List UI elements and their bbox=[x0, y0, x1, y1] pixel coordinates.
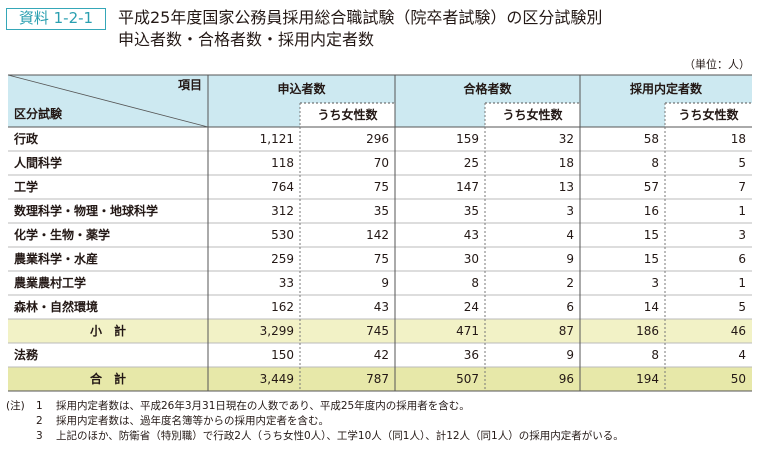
group-header: 採用内定者数 bbox=[629, 82, 702, 96]
note-text: 採用内定者数は、過年度名簿等からの採用内定者を含む。 bbox=[56, 415, 329, 427]
value-cell: 36 bbox=[463, 348, 479, 362]
value-cell: 471 bbox=[456, 324, 479, 338]
group-header: 合格者数 bbox=[463, 82, 512, 96]
value-cell: 24 bbox=[463, 300, 479, 314]
value-cell: 75 bbox=[373, 252, 389, 266]
value-cell: 194 bbox=[636, 372, 659, 386]
row-label: 農業科学・水産 bbox=[14, 252, 99, 266]
value-cell: 96 bbox=[558, 372, 574, 386]
value-cell: 745 bbox=[366, 324, 389, 338]
corner-bottom: 区分試験 bbox=[14, 107, 63, 121]
row-bg bbox=[8, 319, 752, 343]
value-cell: 4 bbox=[566, 228, 574, 242]
note-number: 1 bbox=[36, 400, 43, 412]
row-label: 人間科学 bbox=[14, 156, 63, 170]
value-cell: 18 bbox=[730, 132, 746, 146]
value-cell: 15 bbox=[643, 252, 659, 266]
note-text: 上記のほか、防衛省（特別職）で行政2人（うち女性0人）、工学10人（同1人）、計… bbox=[56, 430, 624, 442]
value-cell: 3,449 bbox=[259, 372, 294, 386]
value-cell: 50 bbox=[730, 372, 746, 386]
value-cell: 15 bbox=[643, 228, 659, 242]
value-cell: 25 bbox=[463, 156, 479, 170]
value-cell: 118 bbox=[271, 156, 294, 170]
value-cell: 9 bbox=[566, 348, 574, 362]
value-cell: 16 bbox=[643, 204, 659, 218]
note-text: 採用内定者数は、平成26年3月31日現在の人数であり、平成25年度内の採用者を含… bbox=[56, 400, 470, 412]
subheader: うち女性数 bbox=[485, 103, 580, 127]
value-cell: 35 bbox=[463, 204, 479, 218]
value-cell: 312 bbox=[271, 204, 294, 218]
value-cell: 787 bbox=[366, 372, 389, 386]
corner-top: 項目 bbox=[177, 78, 202, 92]
value-cell: 142 bbox=[366, 228, 389, 242]
value-cell: 9 bbox=[381, 276, 389, 290]
value-cell: 150 bbox=[271, 348, 294, 362]
value-cell: 2 bbox=[566, 276, 574, 290]
row-bg bbox=[8, 367, 752, 391]
value-cell: 75 bbox=[373, 180, 389, 194]
subheader: うち女性数 bbox=[665, 103, 752, 127]
row-label: 工学 bbox=[14, 180, 39, 194]
value-cell: 6 bbox=[566, 300, 574, 314]
unit: （単位：人） bbox=[684, 58, 750, 71]
value-cell: 8 bbox=[651, 156, 659, 170]
value-cell: 3 bbox=[566, 204, 574, 218]
group-header: 申込者数 bbox=[277, 82, 326, 96]
row-label: 行政 bbox=[14, 132, 39, 146]
value-cell: 57 bbox=[643, 180, 659, 194]
value-cell: 42 bbox=[373, 348, 389, 362]
row-label: 化学・生物・薬学 bbox=[14, 228, 111, 242]
value-cell: 3 bbox=[651, 276, 659, 290]
value-cell: 507 bbox=[456, 372, 479, 386]
value-cell: 296 bbox=[366, 132, 389, 146]
value-cell: 159 bbox=[456, 132, 479, 146]
note-number: 3 bbox=[36, 430, 43, 442]
value-cell: 8 bbox=[651, 348, 659, 362]
row-label: 数理科学・物理・地球科学 bbox=[14, 204, 159, 218]
badge: 資料 1-2-1 bbox=[6, 8, 106, 30]
value-cell: 764 bbox=[271, 180, 294, 194]
row-label: 森林・自然環境 bbox=[14, 300, 99, 314]
value-cell: 87 bbox=[558, 324, 574, 338]
title-line: 申込者数・合格者数・採用内定者数 bbox=[118, 30, 375, 49]
value-cell: 1 bbox=[738, 276, 746, 290]
value-cell: 32 bbox=[558, 132, 574, 146]
value-cell: 4 bbox=[738, 348, 746, 362]
value-cell: 8 bbox=[471, 276, 479, 290]
value-cell: 259 bbox=[271, 252, 294, 266]
value-cell: 5 bbox=[738, 156, 746, 170]
value-cell: 46 bbox=[730, 324, 746, 338]
value-cell: 3 bbox=[738, 228, 746, 242]
value-cell: 9 bbox=[566, 252, 574, 266]
note-prefix: (注) bbox=[6, 400, 25, 412]
value-cell: 186 bbox=[636, 324, 659, 338]
value-cell: 13 bbox=[558, 180, 574, 194]
value-cell: 30 bbox=[463, 252, 479, 266]
row-label: 小 計 bbox=[89, 324, 126, 338]
value-cell: 530 bbox=[271, 228, 294, 242]
note-number: 2 bbox=[36, 415, 43, 427]
value-cell: 70 bbox=[373, 156, 389, 170]
value-cell: 43 bbox=[463, 228, 479, 242]
row-label: 農業農村工学 bbox=[14, 276, 87, 290]
title-line: 平成25年度国家公務員採用総合職試験（院卒者試験）の区分試験別 bbox=[118, 8, 603, 27]
subheader: うち女性数 bbox=[300, 103, 395, 127]
value-cell: 7 bbox=[738, 180, 746, 194]
value-cell: 14 bbox=[643, 300, 659, 314]
value-cell: 1 bbox=[738, 204, 746, 218]
value-cell: 162 bbox=[271, 300, 294, 314]
row-label: 法務 bbox=[14, 348, 39, 362]
value-cell: 33 bbox=[278, 276, 294, 290]
value-cell: 43 bbox=[373, 300, 389, 314]
value-cell: 147 bbox=[456, 180, 479, 194]
value-cell: 5 bbox=[738, 300, 746, 314]
value-cell: 18 bbox=[558, 156, 574, 170]
row-label: 合 計 bbox=[89, 372, 126, 386]
value-cell: 6 bbox=[738, 252, 746, 266]
value-cell: 58 bbox=[643, 132, 659, 146]
value-cell: 3,299 bbox=[259, 324, 294, 338]
value-cell: 1,121 bbox=[259, 132, 294, 146]
value-cell: 35 bbox=[373, 204, 389, 218]
